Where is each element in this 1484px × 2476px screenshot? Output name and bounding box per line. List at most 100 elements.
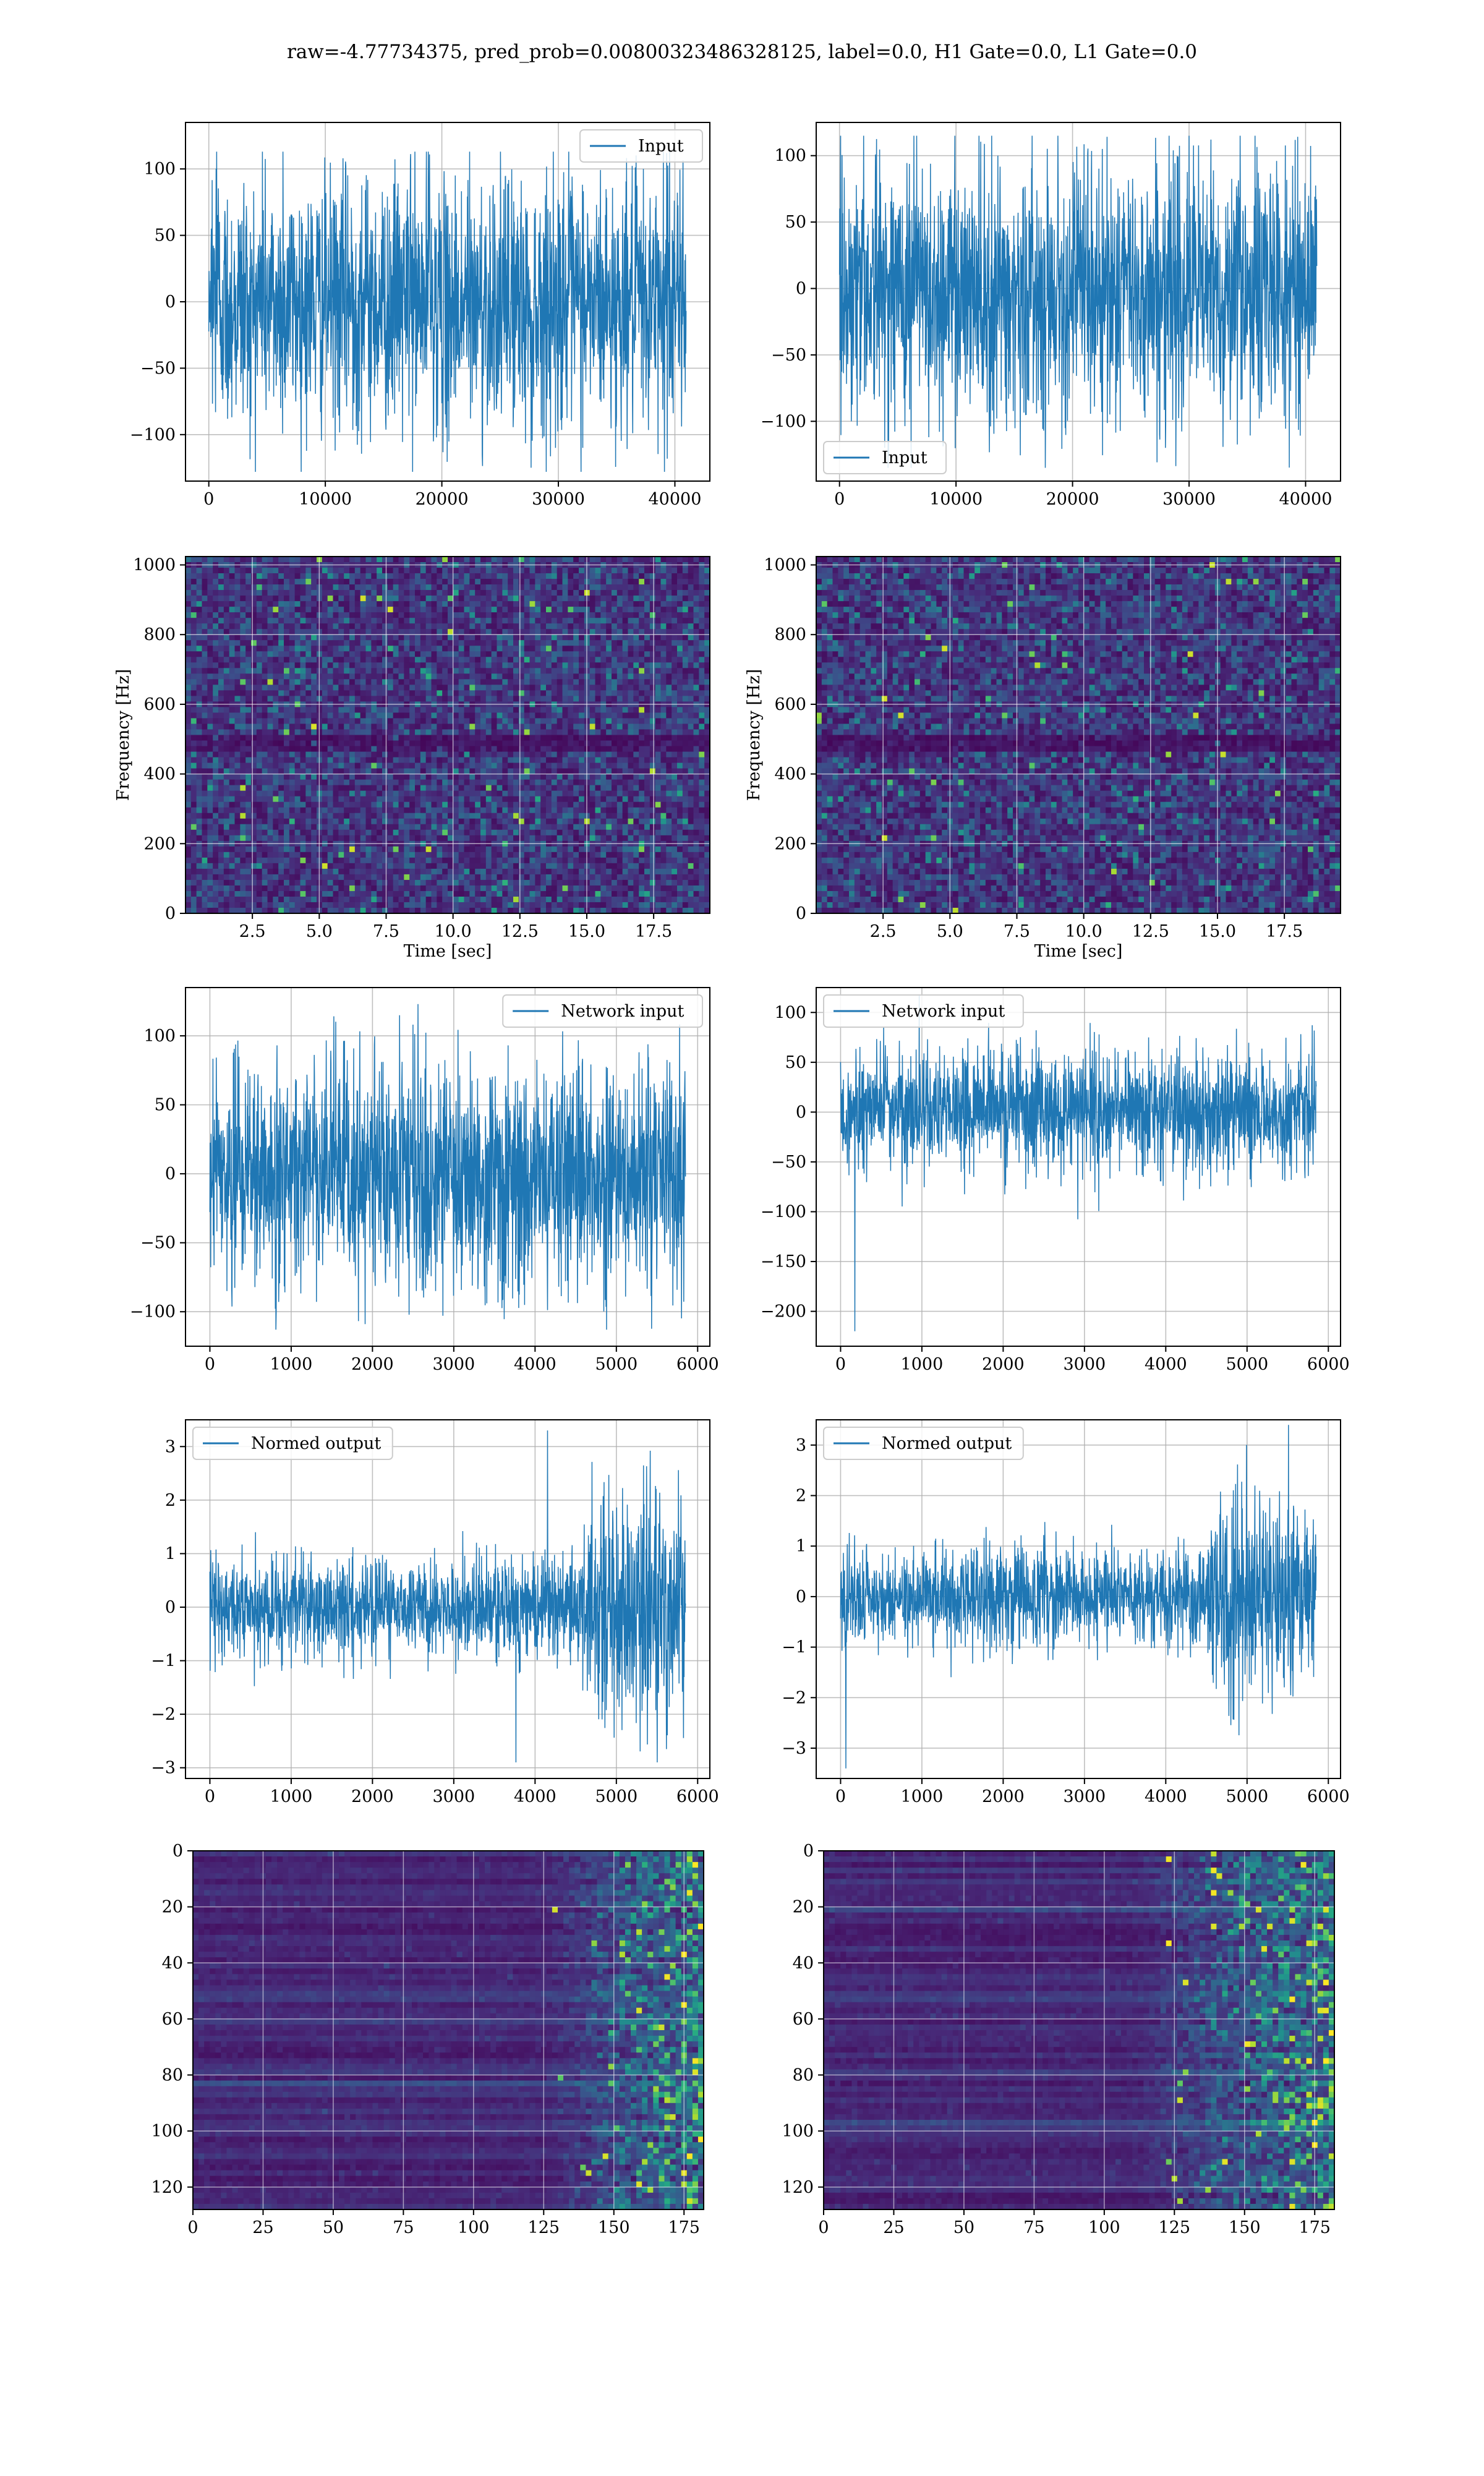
y-tick-label-4: 100	[143, 1027, 176, 1046]
heatmap-cells	[816, 557, 1341, 914]
x-tick-label-6: 150	[1229, 2218, 1261, 2237]
y-tick-label-0: −100	[130, 425, 176, 445]
x-tick-label-6: 6000	[676, 1355, 719, 1374]
x-tick-label-4: 100	[1088, 2218, 1120, 2237]
y-tick-label-0: 0	[165, 904, 176, 923]
figure-title: raw=-4.77734375, pred_prob=0.00800323486…	[0, 41, 1484, 63]
y-tick-label-2: 0	[165, 292, 176, 312]
x-tick-label-2: 20000	[1046, 490, 1099, 509]
x-tick-label-0: 0	[834, 490, 845, 509]
x-tick-label-6: 6000	[1307, 1787, 1350, 1806]
legend: Network input	[824, 995, 1023, 1027]
y-tick-label-3: 50	[155, 226, 176, 245]
y-tick-label-0: 0	[796, 904, 806, 923]
y-tick-label-5: 2	[796, 1487, 806, 1506]
x-tick-label-5: 125	[528, 2218, 560, 2237]
legend: Network input	[503, 995, 702, 1027]
y-tick-label-4: 100	[774, 147, 806, 166]
y-tick-label-6: 100	[774, 1003, 806, 1022]
y-tick-label-1: −50	[140, 1234, 176, 1253]
y-tick-label-5: 100	[782, 2122, 814, 2141]
y-tick-label-4: 100	[143, 160, 176, 179]
x-tick-label-3: 3000	[433, 1787, 475, 1806]
y-tick-label-4: 80	[793, 2066, 814, 2085]
y-tick-label-3: 600	[774, 695, 806, 714]
y-tick-label-6: 3	[165, 1437, 176, 1456]
x-tick-label-3: 10.0	[1065, 922, 1102, 941]
heatmap-cells	[186, 557, 710, 914]
y-tick-label-2: 40	[162, 1953, 183, 1973]
x-tick-label-0: 0	[818, 2218, 829, 2237]
x-tick-label-1: 5.0	[937, 922, 963, 941]
x-tick-label-4: 100	[458, 2218, 490, 2237]
y-tick-label-6: 120	[782, 2178, 814, 2197]
x-tick-label-2: 50	[323, 2218, 344, 2237]
y-tick-label-3: −50	[771, 1153, 806, 1172]
x-tick-label-1: 25	[252, 2218, 273, 2237]
legend: Normed output	[193, 1427, 393, 1459]
x-tick-label-3: 75	[1023, 2218, 1044, 2237]
x-tick-label-3: 10.0	[435, 922, 472, 941]
x-tick-label-0: 0	[835, 1355, 846, 1374]
y-tick-label-1: 200	[143, 834, 176, 853]
legend-label: Network input	[561, 1002, 684, 1021]
y-tick-label-2: −1	[151, 1652, 176, 1671]
y-tick-label-4: 800	[774, 625, 806, 644]
y-tick-label-5: 50	[785, 1053, 806, 1072]
x-tick-label-5: 5000	[595, 1355, 638, 1374]
x-tick-label-4: 4000	[514, 1355, 556, 1374]
x-tick-label-4: 12.5	[1132, 922, 1169, 941]
y-tick-label-4: 80	[162, 2066, 183, 2085]
x-tick-label-1: 1000	[270, 1355, 313, 1374]
x-tick-label-4: 40000	[1279, 490, 1333, 509]
y-tick-label-3: 0	[165, 1598, 176, 1617]
y-tick-label-4: 1	[165, 1544, 176, 1563]
legend-label: Input	[882, 448, 927, 467]
y-axis-label: Frequency [Hz]	[744, 669, 764, 801]
x-tick-label-3: 3000	[433, 1355, 475, 1374]
x-tick-label-2: 2000	[351, 1787, 394, 1806]
y-tick-label-0: −100	[761, 412, 806, 431]
x-tick-label-7: 175	[668, 2218, 700, 2237]
x-tick-label-3: 30000	[1162, 490, 1216, 509]
legend-label: Normed output	[882, 1434, 1012, 1453]
x-tick-label-1: 25	[883, 2218, 904, 2237]
x-tick-label-4: 40000	[649, 490, 702, 509]
x-tick-label-3: 3000	[1064, 1787, 1106, 1806]
y-tick-label-0: −3	[782, 1739, 806, 1758]
x-tick-label-3: 3000	[1064, 1355, 1106, 1374]
x-tick-label-0: 2.5	[870, 922, 897, 941]
y-tick-label-3: 600	[143, 695, 176, 714]
y-tick-label-1: −2	[782, 1688, 806, 1707]
x-tick-label-2: 7.5	[373, 922, 399, 941]
y-tick-label-6: 120	[151, 2178, 183, 2197]
y-tick-label-3: 50	[785, 213, 806, 232]
x-tick-label-3: 30000	[532, 490, 585, 509]
y-tick-label-3: 0	[796, 1587, 806, 1607]
legend: Input	[824, 442, 946, 474]
x-tick-label-3: 75	[393, 2218, 414, 2237]
y-tick-label-2: −1	[782, 1638, 806, 1657]
y-tick-label-2: −100	[761, 1203, 806, 1222]
y-tick-label-2: 0	[796, 280, 806, 299]
x-tick-label-6: 150	[598, 2218, 630, 2237]
x-tick-label-2: 20000	[416, 490, 469, 509]
y-tick-label-2: 0	[165, 1164, 176, 1184]
x-tick-label-0: 0	[187, 2218, 198, 2237]
x-tick-label-4: 4000	[514, 1787, 556, 1806]
y-tick-label-4: 1	[796, 1537, 806, 1556]
x-tick-label-5: 15.0	[1199, 922, 1236, 941]
y-tick-label-2: 400	[143, 765, 176, 784]
x-tick-label-5: 125	[1159, 2218, 1191, 2237]
x-tick-label-5: 5000	[1226, 1355, 1268, 1374]
y-tick-label-1: −50	[771, 346, 806, 365]
x-axis-label: Time [sec]	[1034, 942, 1123, 961]
x-tick-label-4: 4000	[1145, 1787, 1187, 1806]
x-tick-label-1: 10000	[299, 490, 352, 509]
y-tick-label-5: 1000	[764, 556, 806, 575]
y-tick-label-1: −150	[761, 1252, 806, 1271]
